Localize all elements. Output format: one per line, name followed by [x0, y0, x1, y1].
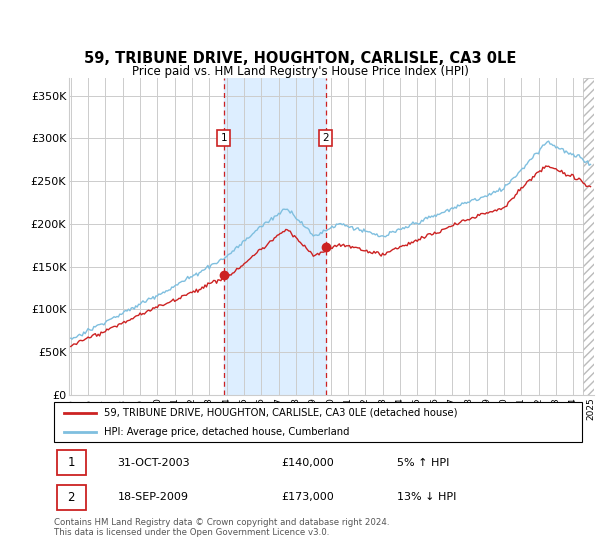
Text: 59, TRIBUNE DRIVE, HOUGHTON, CARLISLE, CA3 0LE: 59, TRIBUNE DRIVE, HOUGHTON, CARLISLE, C…	[84, 52, 516, 66]
Text: 1: 1	[67, 456, 75, 469]
Text: 2: 2	[322, 133, 329, 143]
Text: 1: 1	[220, 133, 227, 143]
Text: £173,000: £173,000	[281, 492, 334, 502]
Text: 13% ↓ HPI: 13% ↓ HPI	[397, 492, 457, 502]
Bar	[583, 78, 595, 395]
FancyBboxPatch shape	[56, 485, 86, 510]
FancyBboxPatch shape	[56, 450, 86, 475]
FancyBboxPatch shape	[54, 402, 582, 442]
Text: 31-OCT-2003: 31-OCT-2003	[118, 458, 190, 468]
Bar	[583, 78, 595, 395]
Text: Price paid vs. HM Land Registry's House Price Index (HPI): Price paid vs. HM Land Registry's House …	[131, 65, 469, 78]
Bar	[224, 78, 326, 395]
Text: 5% ↑ HPI: 5% ↑ HPI	[397, 458, 449, 468]
Text: £140,000: £140,000	[281, 458, 334, 468]
Text: 2: 2	[67, 491, 75, 504]
Text: 18-SEP-2009: 18-SEP-2009	[118, 492, 188, 502]
Text: HPI: Average price, detached house, Cumberland: HPI: Average price, detached house, Cumb…	[104, 427, 350, 436]
Text: Contains HM Land Registry data © Crown copyright and database right 2024.
This d: Contains HM Land Registry data © Crown c…	[54, 518, 389, 538]
Text: 59, TRIBUNE DRIVE, HOUGHTON, CARLISLE, CA3 0LE (detached house): 59, TRIBUNE DRIVE, HOUGHTON, CARLISLE, C…	[104, 408, 458, 418]
